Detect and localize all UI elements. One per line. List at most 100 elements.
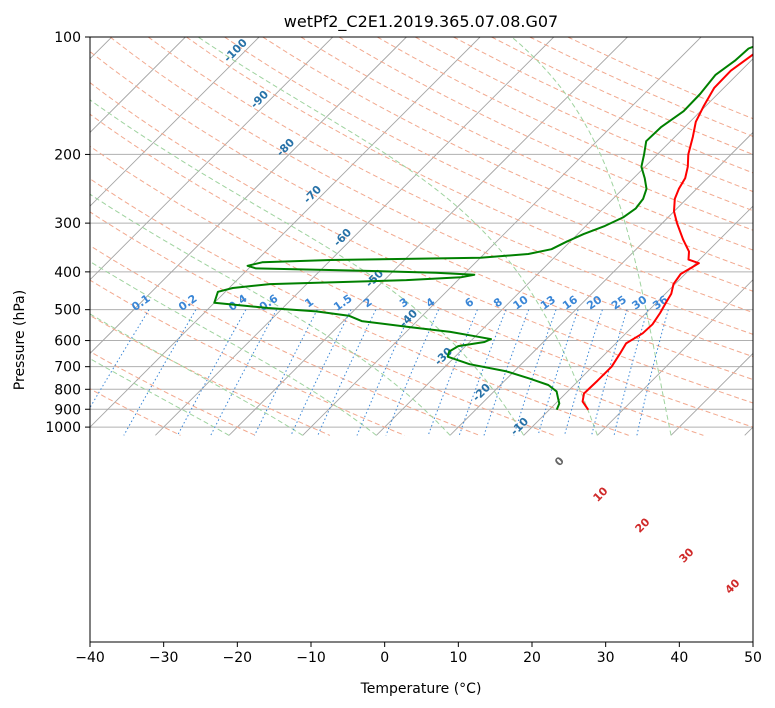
dry-adiabat-line (90, 113, 753, 428)
y-tick-label: 500 (54, 303, 81, 319)
x-tick-label: 30 (597, 650, 615, 666)
x-tick-label: 10 (449, 650, 467, 666)
x-axis: −40 −30 −20 −10 0 10 20 30 40 50 (75, 642, 762, 666)
y-tick-label: 600 (54, 334, 81, 350)
dry-adiabat-label: -70 (301, 183, 324, 206)
mixing-ratio-line (613, 309, 649, 436)
mixing-ratio-line (123, 309, 197, 436)
x-tick-label: 20 (523, 650, 541, 666)
dry-adiabat-label: -80 (274, 136, 297, 159)
mixing-ratio-line (385, 309, 440, 436)
moist-adiabat-label: 20 (633, 515, 653, 535)
isotherm-line (597, 279, 753, 436)
dry-adiabat-line (147, 37, 753, 335)
mixing-ratio-label: 0.2 (176, 292, 199, 314)
dry-adiabat-line (90, 351, 256, 436)
isotherm-line (90, 37, 334, 281)
dry-adiabat-line (90, 279, 405, 436)
dry-adiabat-line (491, 37, 753, 155)
moist-adiabat-line (511, 37, 672, 436)
dry-adiabat-label: -10 (508, 415, 531, 438)
y-tick-label: 900 (54, 402, 81, 418)
dry-adiabat-label: -20 (470, 381, 493, 404)
mixing-ratio-line (317, 309, 377, 436)
moist-adiabat-label: 10 (591, 484, 611, 504)
dry-adiabat-line (262, 37, 753, 272)
isotherm-line (155, 37, 555, 436)
dry-adiabat-label: -60 (331, 226, 354, 249)
mixing-ratio-line (564, 309, 603, 436)
plot-frame (89, 36, 754, 643)
y-axis: 100 200 300 400 500 600 700 800 900 1000 (45, 30, 90, 436)
mixing-ratio-label: 2 (361, 295, 375, 310)
isotherm-line (376, 58, 753, 436)
isotherm-line (670, 352, 753, 436)
moist-adiabat-line (90, 193, 451, 436)
dry-adiabat-line (90, 314, 331, 436)
isotherm-line (90, 37, 260, 207)
mixing-ratio-label: 0.4 (226, 292, 250, 314)
y-tick-label: 700 (54, 360, 81, 376)
dry-adiabat-line (415, 37, 753, 193)
mixing-ratio-line (591, 309, 628, 436)
mixing-ratio-line (483, 309, 530, 436)
isotherm-line (523, 205, 753, 436)
y-tick-label: 1000 (45, 420, 81, 436)
line-labels: 0.1 0.2 0.4 0.6 1 1.5 2 3 4 6 8 10 13 16 20 25 30 36-100-… (129, 37, 743, 597)
isotherm-line (90, 37, 186, 134)
dry-adiabat-line (90, 82, 753, 404)
mixing-ratio-line (427, 309, 478, 436)
mixing-ratio-line (210, 309, 278, 436)
isotherm-line (228, 37, 628, 436)
moist-adiabat-line (90, 260, 377, 436)
y-tick-label: 200 (54, 147, 81, 163)
background-lines (90, 37, 753, 436)
dry-adiabat-line (186, 37, 753, 314)
mixing-ratio-line (537, 309, 579, 436)
x-tick-label: 40 (670, 650, 688, 666)
dry-adiabat-line (224, 37, 753, 292)
x-tick-label: −20 (223, 650, 253, 666)
isotherm-line (90, 37, 407, 355)
dry-adiabat-line (90, 50, 753, 381)
moist-adiabat-label: 40 (723, 576, 743, 596)
x-tick-label: 0 (380, 650, 389, 666)
mixing-ratio-line (254, 309, 318, 436)
y-tick-label: 800 (54, 382, 81, 398)
x-tick-label: 50 (744, 650, 762, 666)
isotherm-line (302, 37, 702, 436)
moist-adiabat-label: 0 (552, 454, 567, 469)
mixing-ratio-label: 8 (491, 295, 505, 310)
y-tick-label: 400 (54, 265, 81, 281)
dry-adiabat-line (90, 245, 480, 436)
y-tick-label: 100 (54, 30, 81, 46)
dry-adiabat-line (529, 37, 753, 137)
dry-adiabat-line (90, 388, 181, 436)
moist-adiabat-line (90, 99, 525, 436)
dewpoint-line (213, 45, 753, 411)
mixing-ratio-line (177, 309, 247, 436)
x-axis-label: Temperature (°C) (360, 681, 482, 697)
x-tick-label: −10 (296, 650, 326, 666)
isotherm-line (449, 131, 753, 436)
isotherm-line (744, 426, 753, 436)
moist-adiabat-line (90, 358, 230, 436)
dry-adiabat-line (90, 145, 704, 436)
moist-adiabat-label: 30 (677, 545, 697, 565)
dry-adiabat-line (109, 37, 753, 358)
isotherm-line (90, 37, 481, 428)
dry-adiabat-label: -30 (432, 345, 455, 368)
mixing-ratio-line (636, 309, 669, 436)
chart-title: wetPf2_C2E1.2019.365.07.08.G07 (284, 12, 558, 32)
y-tick-label: 300 (54, 216, 81, 232)
x-tick-label: −30 (149, 650, 179, 666)
dry-adiabat-line (567, 37, 753, 120)
dry-adiabat-line (90, 178, 629, 436)
temperature-line (581, 53, 753, 411)
mixing-ratio-line (356, 309, 413, 436)
profile-lines (213, 45, 753, 411)
dry-adiabat-line (376, 37, 753, 212)
mixing-ratio-line (90, 309, 150, 409)
y-axis-label: Pressure (hPa) (12, 290, 28, 390)
